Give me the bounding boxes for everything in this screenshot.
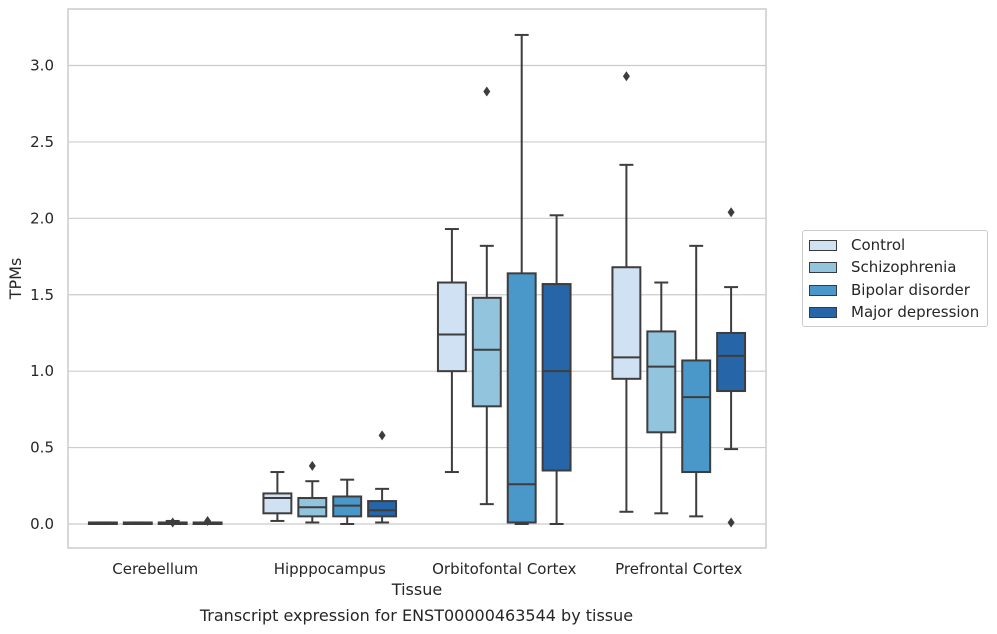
legend-label-major-depression: Major depression	[851, 303, 980, 321]
x-tick-label: Orbitofontal Cortex	[432, 560, 576, 578]
box-body	[611, 266, 642, 380]
legend-item-schizophrenia: Schizophrenia	[809, 256, 956, 278]
x-tick-label: Prefrontal Cortex	[615, 560, 742, 578]
box-outlier	[483, 86, 491, 97]
box-outlier	[378, 430, 386, 441]
y-tick-label: 2.0	[30, 209, 54, 227]
legend-item-major-depression: Major depression	[809, 301, 979, 323]
y-tick-label: 3.0	[30, 57, 54, 75]
box-outlier	[727, 207, 735, 218]
y-tick-label: 2.5	[30, 133, 54, 151]
x-tick-label: Hipppocampus	[274, 560, 386, 578]
box-outlier	[308, 460, 316, 471]
box-outlier	[622, 71, 630, 82]
legend-swatch-bipolar-disorder	[809, 284, 837, 296]
legend-label-control: Control	[851, 236, 906, 254]
legend-swatch-major-depression	[809, 306, 837, 318]
chart-legend: Control Schizophrenia Bipolar disorder M…	[802, 230, 988, 327]
legend-item-control: Control	[809, 234, 905, 256]
legend-label-schizophrenia: Schizophrenia	[851, 258, 957, 276]
legend-item-bipolar-disorder: Bipolar disorder	[809, 279, 970, 301]
legend-label-bipolar-disorder: Bipolar disorder	[851, 281, 970, 299]
box-body	[541, 283, 572, 472]
y-tick-label: 0.0	[30, 515, 54, 533]
box-body	[506, 272, 537, 524]
plot-frame	[67, 8, 767, 549]
box-body	[367, 500, 398, 518]
y-tick-label: 1.0	[30, 362, 54, 380]
box-outlier	[204, 515, 212, 526]
y-tick-label: 1.5	[30, 286, 54, 304]
x-axis-label: Tissue	[391, 580, 442, 599]
x-tick-label: Cerebellum	[112, 560, 198, 578]
chart-caption: Transcript expression for ENST0000046354…	[199, 606, 634, 625]
legend-swatch-schizophrenia	[809, 261, 837, 273]
legend-swatch-control	[809, 239, 837, 251]
box-outlier	[169, 517, 177, 528]
box-body	[646, 330, 677, 434]
box-body	[681, 359, 712, 474]
box-body	[436, 281, 467, 373]
box-body	[471, 296, 502, 408]
y-tick-label: 0.5	[30, 439, 54, 457]
y-axis-label: TPMs	[6, 258, 25, 301]
box-body	[716, 331, 747, 393]
box-outlier	[727, 517, 735, 528]
box-body	[262, 492, 293, 515]
